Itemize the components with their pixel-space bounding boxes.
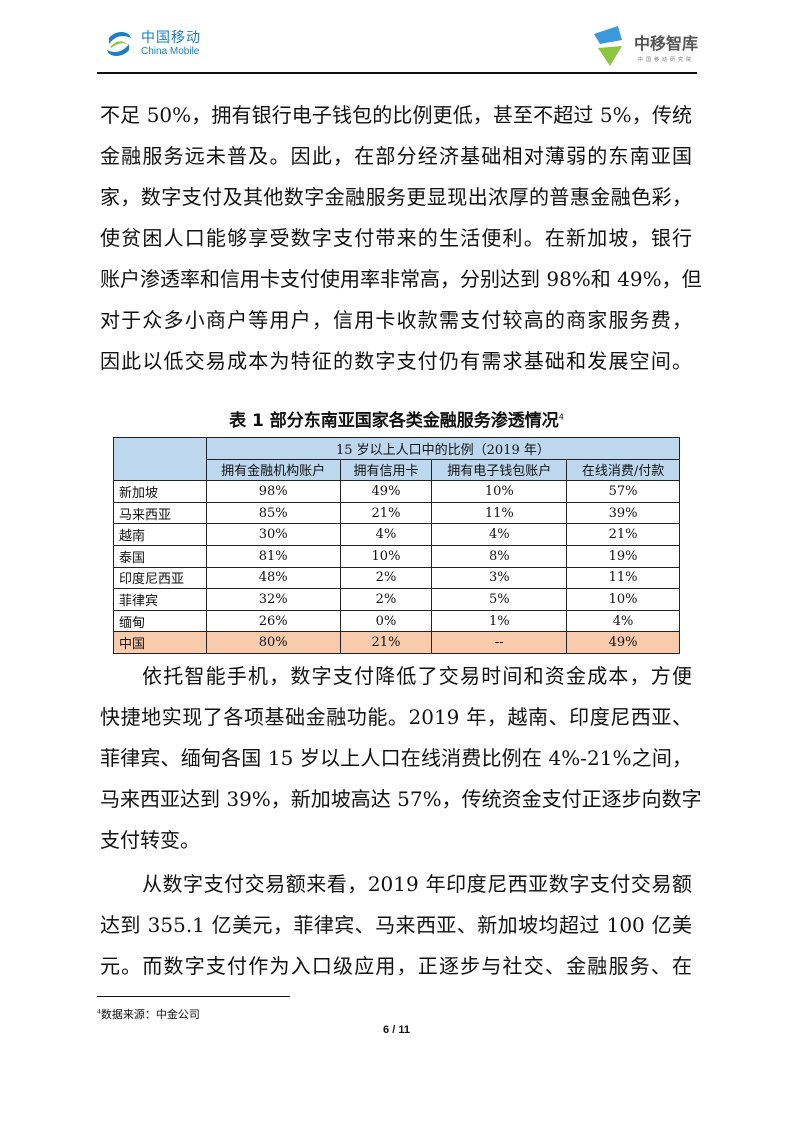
logo-text-cn: 中移智库 (634, 33, 699, 53)
text-line: 对于众多小商户等用户，信用卡收款需支付较高的商家服务费， (100, 308, 692, 332)
column-header: 在线消费/付款 (566, 458, 680, 482)
zhiku-swoosh-icon (594, 26, 622, 66)
country-cell: 马来西亚 (113, 501, 207, 525)
column-header: 拥有电子钱包账户 (431, 458, 568, 482)
value-cell: 30% (205, 523, 341, 546)
header-divider (97, 72, 697, 74)
value-cell: 39% (566, 501, 680, 525)
page-number: 6 / 11 (383, 1024, 410, 1036)
logo-text-cn: 中国移动 (141, 30, 201, 46)
value-cell: 10% (566, 588, 680, 611)
text-line: 金融服务远未普及。因此，在部分经济基础相对薄弱的东南亚国 (100, 144, 692, 168)
logo-text-en: China Mobile (141, 46, 200, 57)
text-line: 元。而数字支付作为入口级应用，正逐步与社交、金融服务、在 (100, 954, 692, 978)
value-cell: -- (431, 631, 568, 654)
column-header: 拥有信用卡 (339, 458, 433, 482)
paragraph-3: 从数字支付交易额来看，2019 年印度尼西亚数字支付交易额 达到 355.1 亿… (100, 864, 692, 987)
table-row: 马来西亚 85% 21% 11% 39% (113, 501, 680, 525)
footnote-divider (97, 996, 290, 997)
paragraph-2: 依托智能手机，数字支付降低了交易时间和资金成本，方便 快捷地实现了各项基础金融功… (100, 656, 702, 861)
value-cell: 10% (339, 544, 433, 568)
footnote-ref: 4 (558, 412, 564, 422)
logo-subtext: 中国移动研究院 (638, 56, 695, 63)
value-cell: 2% (339, 588, 433, 611)
value-cell: 3% (431, 566, 568, 590)
table-row: 菲律宾 32% 2% 5% 10% (113, 588, 680, 611)
value-cell: 21% (566, 523, 680, 546)
country-cell: 泰国 (113, 544, 207, 568)
value-cell: 26% (205, 609, 341, 633)
value-cell: 8% (431, 544, 568, 568)
value-cell: 81% (205, 544, 341, 568)
value-cell: 80% (205, 631, 341, 654)
value-cell: 19% (566, 544, 680, 568)
country-cell: 越南 (113, 523, 207, 546)
value-cell: 2% (339, 566, 433, 590)
text-line: 账户渗透率和信用卡支付使用率非常高，分别达到 98%和 49%，但 (100, 267, 702, 291)
text-line: 菲律宾、缅甸各国 15 岁以上人口在线消费比例在 4%-21%之间， (100, 746, 692, 770)
value-cell: 4% (431, 523, 568, 546)
footnote: 4数据来源：中金公司 (97, 1008, 200, 1021)
text-line: 马来西亚达到 39%，新加坡高达 57%，传统资金支付正逐步向数字 (100, 787, 702, 811)
country-cell: 新加坡 (113, 480, 207, 503)
table-row: 缅甸 26% 0% 1% 4% (113, 609, 680, 633)
column-header: 拥有金融机构账户 (205, 458, 341, 482)
value-cell: 57% (566, 480, 680, 503)
text-line: 不足 50%，拥有银行电子钱包的比例更低，甚至不超过 5%，传统 (100, 103, 692, 127)
paragraph-1: 不足 50%，拥有银行电子钱包的比例更低，甚至不超过 5%，传统 金融服务远未普… (100, 95, 702, 382)
china-mobile-swirl-icon (107, 32, 131, 56)
country-cell: 中国 (113, 631, 207, 654)
zhongyi-zhiku-logo: 中移智库中国移动研究院 (592, 24, 698, 68)
text-line: 从数字支付交易额来看，2019 年印度尼西亚数字支付交易额 (142, 872, 692, 896)
value-cell: 5% (431, 588, 568, 611)
value-cell: 21% (339, 631, 433, 654)
value-cell: 1% (431, 609, 568, 633)
value-cell: 10% (431, 480, 568, 503)
china-mobile-logo: 中国移动 China Mobile (103, 28, 201, 60)
value-cell: 11% (566, 566, 680, 590)
text-line: 因此以低交易成本为特征的数字支付仍有需求基础和发展空间。 (100, 349, 692, 373)
value-cell: 4% (339, 523, 433, 546)
value-cell: 21% (339, 501, 433, 525)
text-line: 家，数字支付及其他数字金融服务更显现出浓厚的普惠金融色彩， (100, 185, 692, 209)
text-line: 达到 355.1 亿美元，菲律宾、马来西亚、新加坡均超过 100 亿美 (100, 913, 692, 937)
table-row: 新加坡 98% 49% 10% 57% (113, 480, 680, 503)
text-line: 使贫困人口能够享受数字支付带来的生活便利。在新加坡，银行 (100, 226, 692, 250)
value-cell: 48% (205, 566, 341, 590)
country-cell: 印度尼西亚 (113, 566, 207, 590)
table-row: 泰国 81% 10% 8% 19% (113, 544, 680, 568)
table-row: 中国 80% 21% -- 49% (113, 631, 680, 654)
financial-services-table: 15 岁以上人口中的比例（2019 年） 拥有金融机构账户 拥有信用卡 拥有电子… (113, 436, 681, 654)
value-cell: 11% (431, 501, 568, 525)
group-header: 15 岁以上人口中的比例（2019 年） (205, 437, 681, 460)
value-cell: 49% (339, 480, 433, 503)
country-cell: 缅甸 (113, 609, 207, 633)
text-line: 快捷地实现了各项基础金融功能。2019 年，越南、印度尼西亚、 (100, 705, 692, 729)
table-caption: 表 1 部分东南亚国家各类金融服务渗透情况4 (229, 411, 564, 431)
text-line: 支付转变。 (100, 828, 200, 852)
value-cell: 32% (205, 588, 341, 611)
value-cell: 0% (339, 609, 433, 633)
table-row: 越南 30% 4% 4% 21% (113, 523, 680, 546)
table-row: 印度尼西亚 48% 2% 3% 11% (113, 566, 680, 590)
value-cell: 98% (205, 480, 341, 503)
country-cell: 菲律宾 (113, 588, 207, 611)
text-line: 依托智能手机，数字支付降低了交易时间和资金成本，方便 (142, 664, 692, 688)
corner-header (113, 436, 207, 482)
value-cell: 85% (205, 501, 341, 525)
value-cell: 49% (566, 631, 680, 654)
value-cell: 4% (566, 609, 680, 633)
